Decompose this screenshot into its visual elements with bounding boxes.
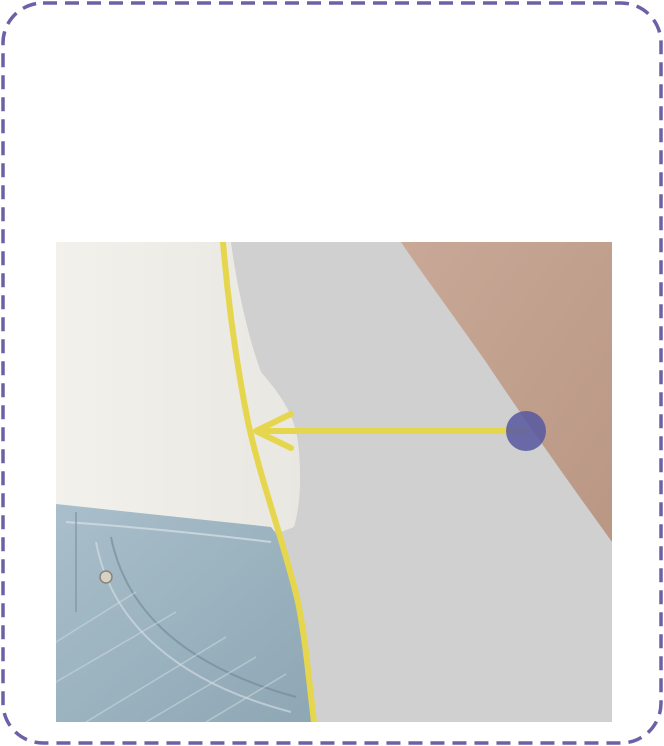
arm-skin [401,242,612,542]
body-photo [56,242,612,722]
arrow-left-icon [253,411,294,451]
drag-handle-icon[interactable] [506,411,546,451]
jeans [56,504,312,722]
jeans-texture [56,591,287,722]
waist-illustration [56,242,612,722]
pocket-edge [110,536,297,698]
white-shirt [56,242,301,532]
body-outline-line [220,242,317,722]
waistband-stitch [65,521,272,543]
jeans-rivet [99,570,113,584]
